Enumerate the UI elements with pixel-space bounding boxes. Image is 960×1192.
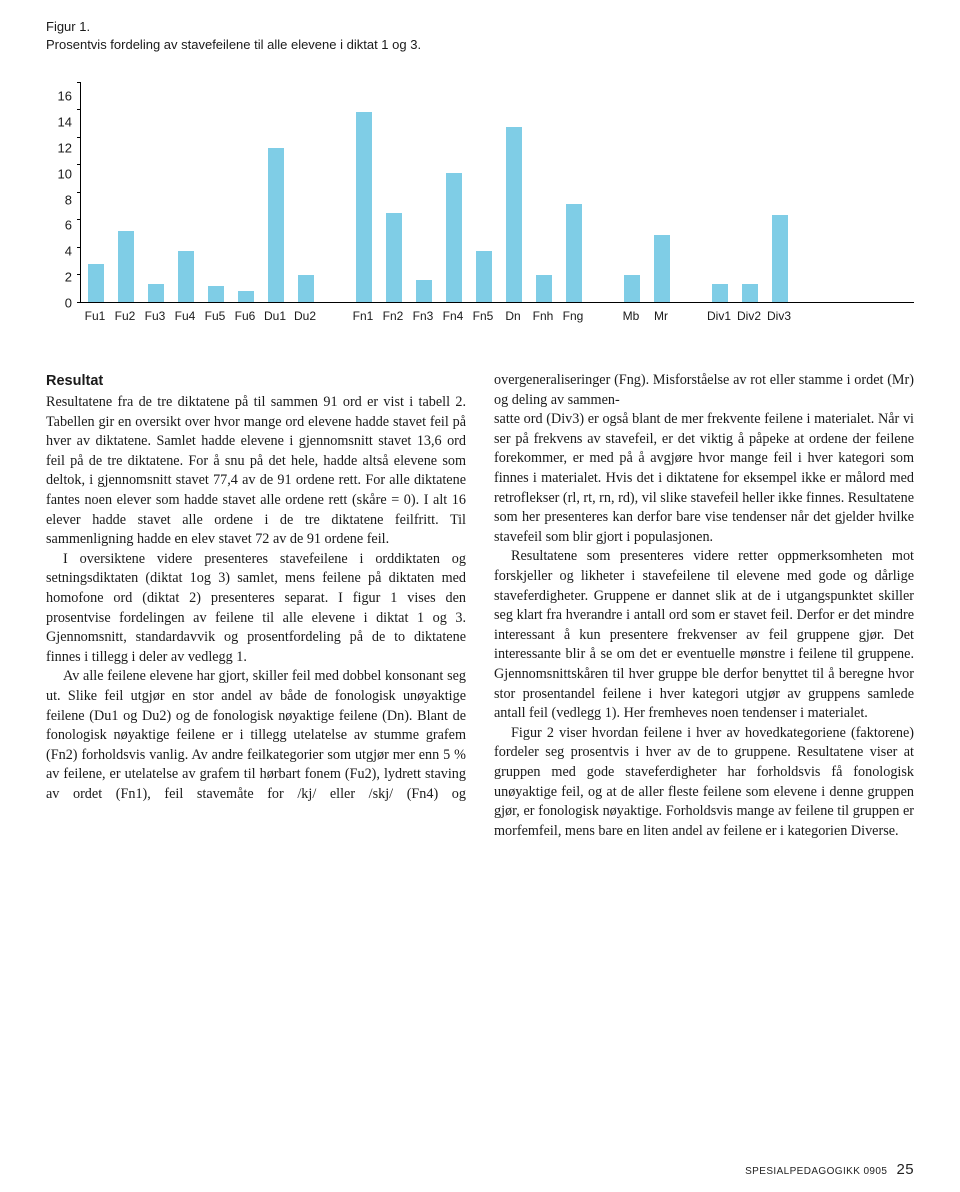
- page-footer: SPESIALPEDAGOGIKK 0905 25: [745, 1161, 914, 1178]
- figure-caption: Figur 1. Prosentvis fordeling av stavefe…: [46, 18, 914, 53]
- x-tick-label: Div2: [734, 309, 764, 323]
- x-tick-label: Dn: [498, 309, 528, 323]
- bar: [148, 284, 164, 302]
- x-tick-label: Fnh: [528, 309, 558, 323]
- y-tick-label: 8: [65, 193, 72, 206]
- bar: [712, 284, 728, 302]
- paragraph: I oversiktene videre presenteres stavefe…: [46, 550, 466, 668]
- body-text: Resultat Resultatene fra de tre diktaten…: [46, 371, 914, 841]
- x-tick-label: Du2: [290, 309, 320, 323]
- y-tick-label: 12: [58, 141, 72, 154]
- bar: [772, 215, 788, 302]
- bar-chart: 0 2 4 6 8 10 12 14 16 Fu1Fu2Fu3Fu4Fu5Fu6Du1Du2 Fn…: [50, 83, 914, 323]
- y-tick-label: 6: [65, 219, 72, 232]
- bar: [624, 275, 640, 303]
- bar: [386, 213, 402, 302]
- x-tick-label: Fn5: [468, 309, 498, 323]
- x-tick-label: Div1: [704, 309, 734, 323]
- bar: [536, 275, 552, 303]
- page-number: 25: [897, 1161, 915, 1178]
- y-tick-label: 10: [58, 167, 72, 180]
- x-tick-label: Fn2: [378, 309, 408, 323]
- paragraph: Figur 2 viser hvordan feilene i hver av …: [494, 724, 914, 842]
- x-tick-label: Fu5: [200, 309, 230, 323]
- bar: [742, 284, 758, 302]
- x-tick-label: Du1: [260, 309, 290, 323]
- x-tick-label: Fn1: [348, 309, 378, 323]
- y-tick-label: 4: [65, 245, 72, 258]
- figure-caption-line1: Figur 1.: [46, 18, 914, 36]
- x-tick-label: Fu6: [230, 309, 260, 323]
- bar: [88, 264, 104, 303]
- section-heading: Resultat: [46, 371, 466, 391]
- bar: [178, 251, 194, 302]
- x-tick-label: Fn3: [408, 309, 438, 323]
- bar: [208, 286, 224, 303]
- y-tick-label: 16: [58, 90, 72, 103]
- x-tick-label: Fu2: [110, 309, 140, 323]
- paragraph: Resultatene fra de tre diktatene på til …: [46, 393, 466, 550]
- bar: [654, 235, 670, 302]
- x-tick-label: Fu3: [140, 309, 170, 323]
- bar: [118, 231, 134, 303]
- bar: [476, 251, 492, 302]
- paragraph: Resultatene som presenteres videre rette…: [494, 547, 914, 723]
- bar: [566, 204, 582, 302]
- x-tick-label: Mr: [646, 309, 676, 323]
- bar: [416, 280, 432, 302]
- y-tick-label: 14: [58, 115, 72, 128]
- x-tick-label: Fu1: [80, 309, 110, 323]
- x-tick-label: Fn4: [438, 309, 468, 323]
- x-tick-label: Fng: [558, 309, 588, 323]
- x-tick-label: Mb: [616, 309, 646, 323]
- y-tick-label: 2: [65, 271, 72, 284]
- bar: [268, 148, 284, 302]
- x-tick-label: Fu4: [170, 309, 200, 323]
- bar: [356, 112, 372, 302]
- footer-label: SPESIALPEDAGOGIKK 0905: [745, 1166, 887, 1177]
- paragraph: satte ord (Div3) er også blant de mer fr…: [494, 410, 914, 547]
- x-tick-label: Div3: [764, 309, 794, 323]
- bar: [446, 173, 462, 302]
- y-tick-label: 0: [65, 297, 72, 310]
- bar: [238, 291, 254, 302]
- bar: [298, 275, 314, 303]
- bar: [506, 127, 522, 302]
- figure-caption-line2: Prosentvis fordeling av stavefeilene til…: [46, 36, 914, 54]
